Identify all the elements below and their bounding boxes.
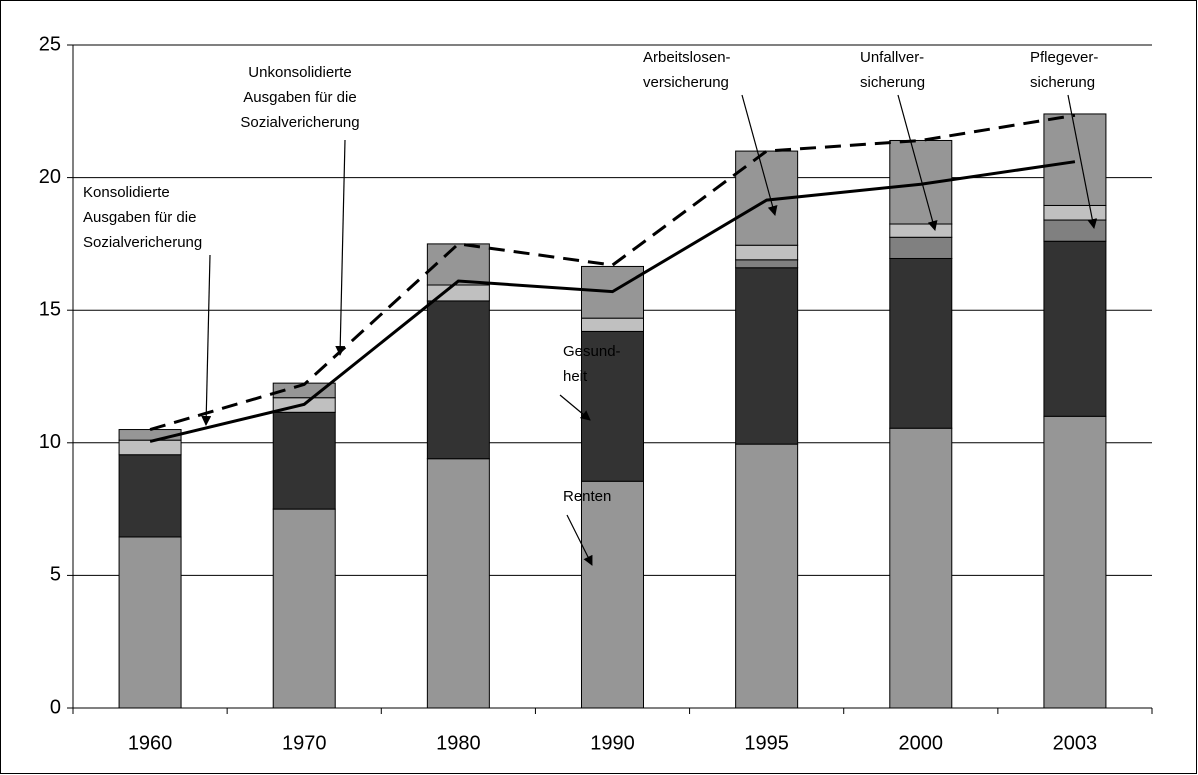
x-tick-label: 1980: [436, 732, 481, 754]
bar-segment: [118, 439, 182, 456]
bar-segment: [735, 267, 799, 445]
x-tick-label: 1990: [590, 732, 635, 754]
line: [149, 160, 1076, 443]
line: [149, 113, 1076, 431]
annotation: Gesund-: [563, 343, 621, 360]
x-tick-label: 1960: [128, 732, 173, 754]
annotation: Sozialvericherung: [83, 234, 202, 251]
annotation: sicherung: [860, 74, 925, 91]
bar-segment: [426, 300, 490, 460]
bar-segment: [581, 480, 644, 709]
bar-segment: [889, 223, 953, 238]
bar-segment: [735, 259, 799, 269]
annotation-arrow: [201, 254, 212, 426]
annotation-arrow: [1067, 94, 1098, 229]
annotation-arrow: [559, 394, 591, 421]
annotation: Ausgaben für die: [83, 209, 196, 226]
bar-segment: [426, 458, 490, 709]
bar-segment: [1043, 219, 1107, 242]
bar-segment: [1043, 240, 1107, 417]
annotation: Unkonsolidierte: [248, 64, 351, 81]
bar-segment: [889, 236, 953, 259]
x-tick-label: 1970: [282, 732, 327, 754]
annotation: Unfallver-: [860, 49, 924, 66]
bar-segment: [889, 427, 953, 709]
annotation-arrow: [741, 94, 778, 216]
bar-segment: [272, 411, 336, 510]
y-tick-label: 10: [39, 431, 61, 453]
bar-segment: [118, 454, 182, 538]
annotation: Sozialvericherung: [240, 114, 359, 131]
annotation-arrow: [566, 514, 593, 566]
annotation-arrow: [897, 94, 938, 231]
bar-segment: [735, 244, 799, 261]
annotation: versicherung: [643, 74, 729, 91]
x-tick-label: 1995: [744, 732, 789, 754]
annotation: Ausgaben für die: [243, 89, 356, 106]
bar-segment: [118, 536, 182, 709]
y-tick-label: 5: [50, 564, 61, 586]
y-tick-label: 0: [50, 696, 61, 718]
x-tick-label: 2003: [1053, 732, 1098, 754]
annotation-arrow: [335, 139, 346, 356]
annotation: heit: [563, 368, 588, 385]
bar-segment: [581, 330, 644, 482]
y-tick-label: 25: [39, 33, 61, 55]
annotation: Pflegever-: [1030, 49, 1098, 66]
annotation: Arbeitslosen-: [643, 49, 731, 66]
bar-segment: [735, 443, 799, 709]
bar-segment: [1043, 415, 1107, 709]
bar-segment: [1043, 204, 1107, 221]
annotation: Konsolidierte: [83, 184, 170, 201]
bar-segment: [889, 257, 953, 429]
x-tick-label: 2000: [899, 732, 944, 754]
annotation: sicherung: [1030, 74, 1095, 91]
y-tick-label: 20: [39, 166, 61, 188]
annotation: Renten: [563, 488, 611, 505]
bar-segment: [581, 317, 644, 332]
bar-segment: [272, 508, 336, 709]
y-tick-label: 15: [39, 298, 61, 320]
